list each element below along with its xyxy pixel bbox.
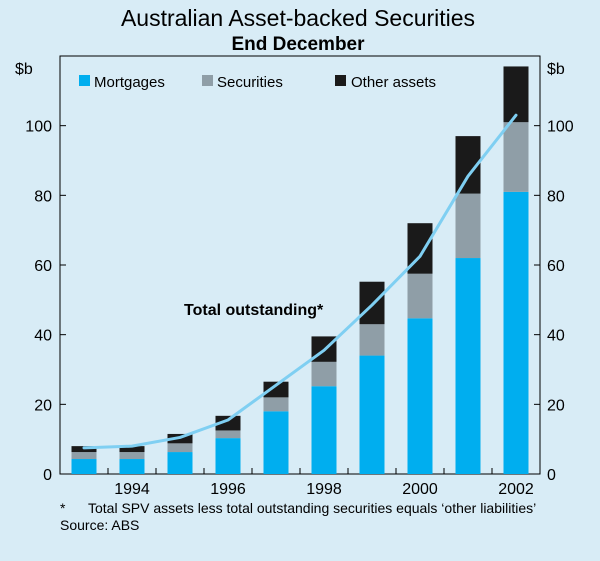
bar-securities-1996 (215, 430, 241, 439)
legend-label-securities: Securities (217, 74, 283, 91)
line-total-outstanding (82, 113, 518, 450)
chart-subtitle: End December (231, 34, 365, 55)
bar-mortgages-1997 (263, 411, 289, 474)
bar-mortgages-2000 (407, 318, 433, 474)
bar-securities-2000 (407, 273, 433, 319)
bar-other-assets-1997 (263, 381, 289, 398)
footnotes: * Total SPV assets less total outstandin… (60, 500, 590, 534)
y-tick-label-left: 60 (34, 258, 52, 275)
y-tick-label-right: 100 (547, 119, 574, 136)
bar-mortgages-1995 (167, 452, 193, 474)
bar-mortgages-1996 (215, 438, 241, 474)
bar-mortgages-1999 (359, 355, 385, 474)
bar-securities-2002 (503, 122, 529, 192)
y-tick-label-left: 20 (34, 397, 52, 414)
y-tick-label-right: 20 (547, 397, 565, 414)
y-axis-unit-left: $b (15, 61, 33, 78)
y-tick-label-right: 0 (547, 467, 556, 484)
bar-mortgages-2001 (455, 258, 481, 474)
bar-securities-1997 (263, 397, 289, 412)
legend-label-other-assets: Other assets (351, 74, 436, 91)
bar-securities-1999 (359, 324, 385, 356)
y-tick-label-left: 80 (34, 188, 52, 205)
chart-title: Australian Asset-backed Securities (121, 5, 475, 31)
source-note: Source: ABS (60, 517, 140, 533)
y-tick-label-left: 0 (43, 467, 52, 484)
bar-mortgages-1994 (119, 459, 145, 474)
legend-swatch-mortgages (79, 75, 90, 86)
y-tick-label-right: 40 (547, 328, 565, 345)
bar-other-assets-1994 (119, 446, 145, 453)
y-tick-label-left: 100 (25, 119, 52, 136)
footnote-mark: * (60, 500, 66, 516)
bar-securities-1994 (119, 452, 145, 460)
bar-mortgages-1993 (71, 459, 97, 474)
y-tick-label-right: 80 (547, 188, 565, 205)
bar-securities-1995 (167, 443, 193, 453)
x-tick-label-1994: 1994 (114, 481, 150, 498)
y-tick-label-right: 60 (547, 258, 565, 275)
x-tick-label-1998: 1998 (306, 481, 342, 498)
x-tick-label-2002: 2002 (498, 481, 534, 498)
bar-securities-1998 (311, 361, 337, 387)
legend-label-mortgages: Mortgages (94, 74, 165, 91)
bar-securities-1993 (71, 452, 97, 460)
footnote-text: Total SPV assets less total outstanding … (88, 500, 537, 516)
y-axis-unit-right: $b (547, 61, 565, 78)
bar-other-assets-1996 (215, 415, 241, 431)
bar-mortgages-2002 (503, 191, 529, 474)
bar-securities-2001 (455, 193, 481, 259)
x-tick-label-2000: 2000 (402, 481, 438, 498)
annotation-total-outstanding: Total outstanding* (184, 302, 324, 319)
bar-other-assets-2002 (503, 66, 529, 123)
legend-swatch-securities (202, 75, 213, 86)
x-tick-label-1996: 1996 (210, 481, 246, 498)
y-tick-label-left: 40 (34, 328, 52, 345)
legend-swatch-other-assets (335, 75, 346, 86)
bar-mortgages-1998 (311, 386, 337, 474)
